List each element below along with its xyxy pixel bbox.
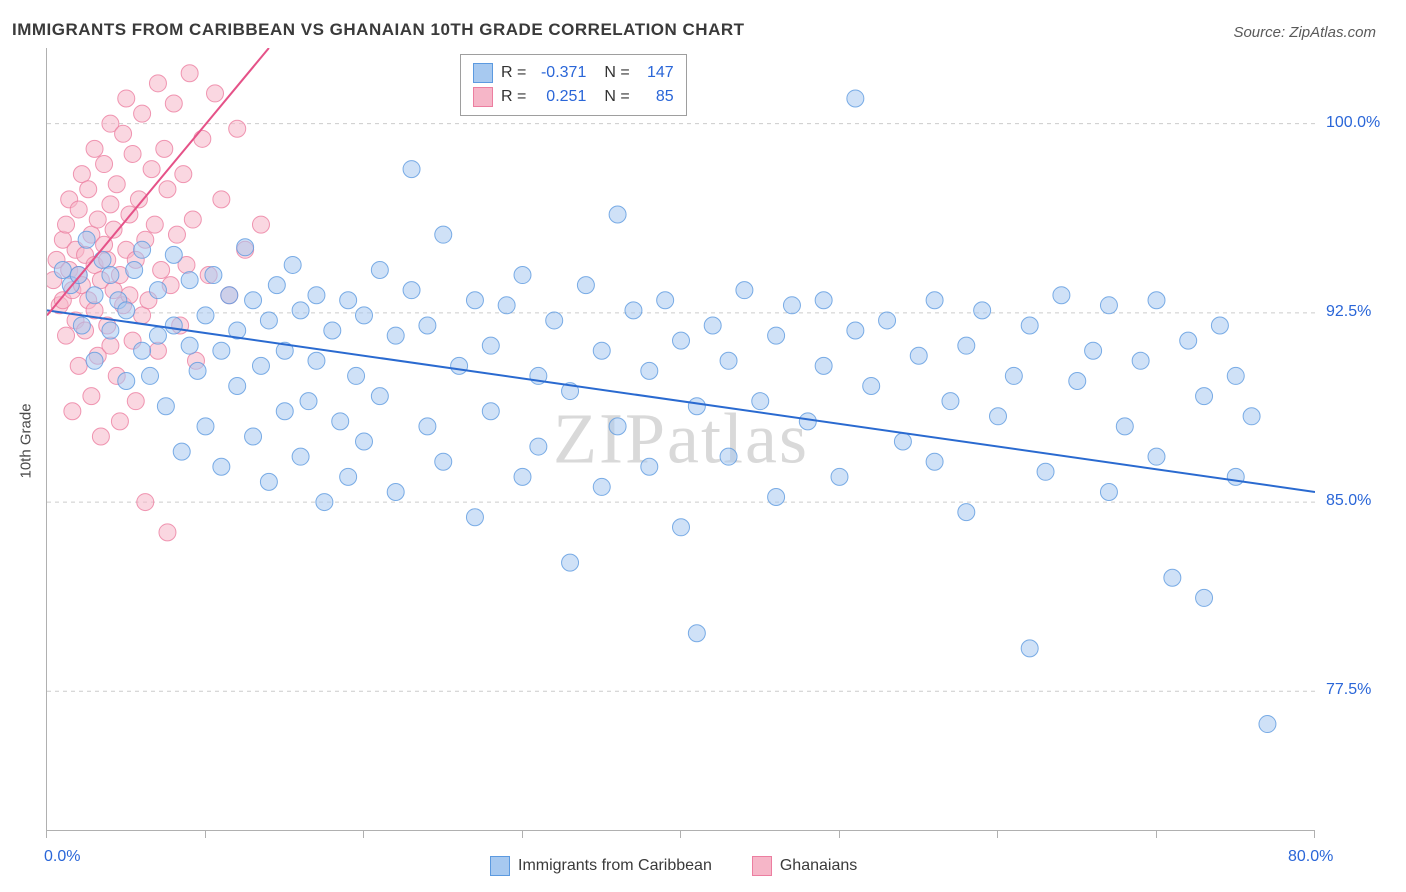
x-tick <box>997 830 998 838</box>
stat-n-label: N = <box>604 61 629 85</box>
stats-legend-box: R = -0.371 N = 147 R = 0.251 N = 85 <box>460 54 687 116</box>
stat-n-label: N = <box>604 85 629 109</box>
chart-title: IMMIGRANTS FROM CARIBBEAN VS GHANAIAN 10… <box>12 20 745 40</box>
stat-r-value: 0.251 <box>534 85 586 109</box>
legend-item: Immigrants from Caribbean <box>490 856 712 876</box>
x-tick <box>1314 830 1315 838</box>
plot-area: ZIPatlas <box>46 48 1315 831</box>
y-tick-label: 100.0% <box>1326 114 1380 132</box>
swatch-icon <box>473 87 493 107</box>
stat-r-label: R = <box>501 85 526 109</box>
y-axis-title: 10th Grade <box>18 399 35 479</box>
swatch-icon <box>473 63 493 83</box>
x-tick <box>839 830 840 838</box>
y-tick-label: 85.0% <box>1326 492 1371 510</box>
stat-n-value: 147 <box>638 61 674 85</box>
legend-label: Immigrants from Caribbean <box>518 857 712 875</box>
x-tick <box>363 830 364 838</box>
y-tick-label: 77.5% <box>1326 681 1371 699</box>
stats-row: R = -0.371 N = 147 <box>473 61 674 85</box>
x-tick-label: 80.0% <box>1288 848 1333 866</box>
x-tick <box>1156 830 1157 838</box>
x-tick-label: 0.0% <box>44 848 80 866</box>
x-tick <box>46 830 47 838</box>
legend-item: Ghanaians <box>752 856 857 876</box>
source-attribution: Source: ZipAtlas.com <box>1233 24 1376 41</box>
stat-r-value: -0.371 <box>534 61 586 85</box>
x-tick <box>205 830 206 838</box>
bottom-legend: Immigrants from Caribbean Ghanaians <box>490 856 857 876</box>
chart-svg <box>47 48 1315 830</box>
stat-r-label: R = <box>501 61 526 85</box>
stats-row: R = 0.251 N = 85 <box>473 85 674 109</box>
x-tick <box>680 830 681 838</box>
x-tick <box>522 830 523 838</box>
stat-n-value: 85 <box>638 85 674 109</box>
swatch-icon <box>490 856 510 876</box>
legend-label: Ghanaians <box>780 857 857 875</box>
y-tick-label: 92.5% <box>1326 303 1371 321</box>
swatch-icon <box>752 856 772 876</box>
